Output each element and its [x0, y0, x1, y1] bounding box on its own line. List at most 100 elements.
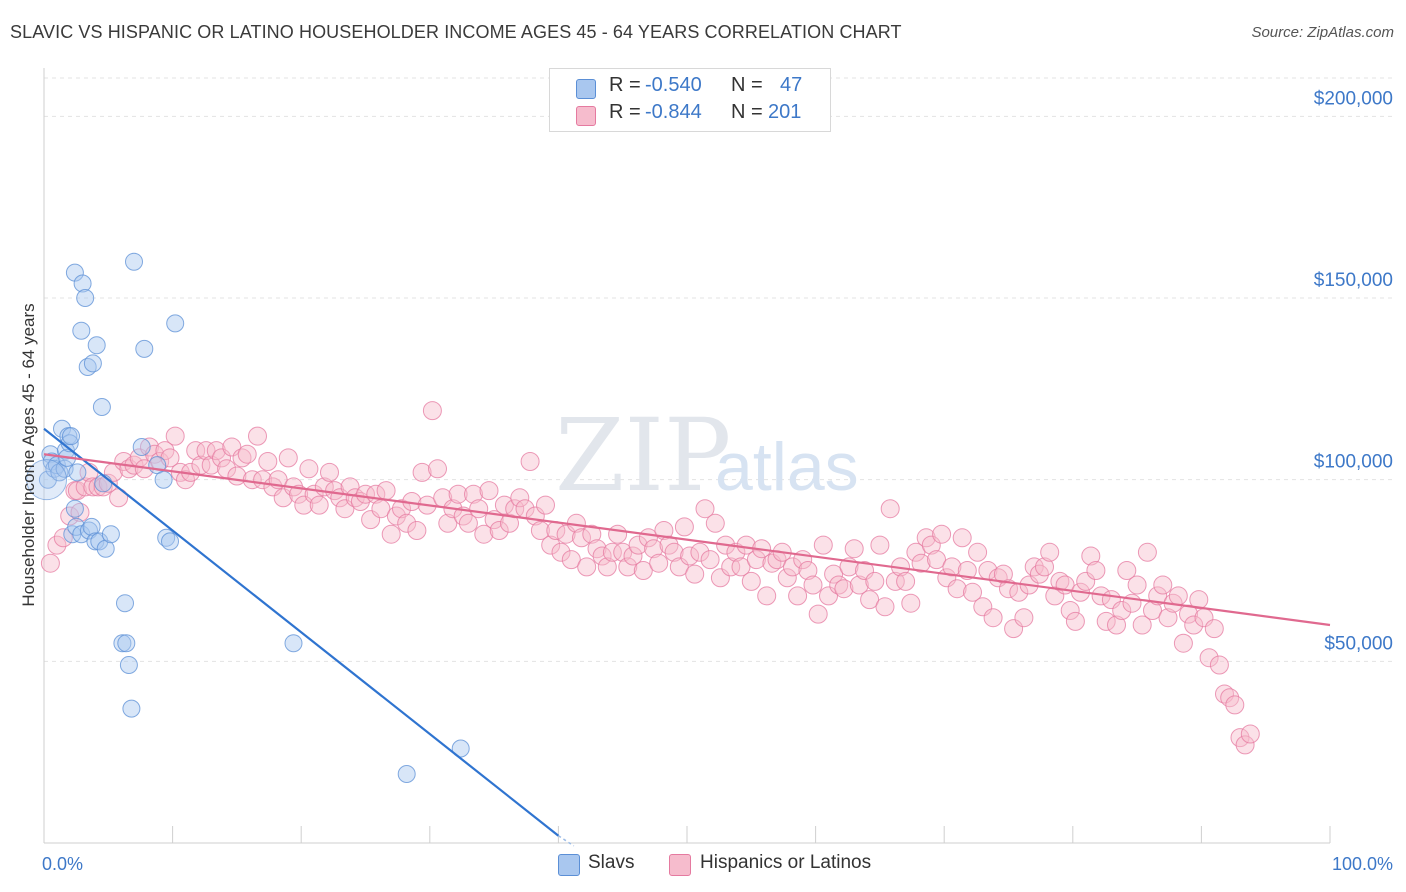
data-point [1204, 619, 1224, 639]
data-point [613, 542, 633, 562]
data-point [1199, 648, 1219, 668]
data-point [299, 459, 319, 479]
data-point [1127, 575, 1147, 595]
series-slavs-points [26, 252, 470, 783]
data-point [381, 524, 401, 544]
data-point [957, 561, 977, 580]
data-point [536, 495, 555, 515]
data-point [983, 608, 1003, 628]
data-point [132, 438, 151, 456]
data-point [700, 550, 720, 570]
data-point [572, 528, 591, 548]
data-point [196, 441, 216, 461]
data-point [469, 499, 489, 519]
data-point [94, 474, 113, 493]
data-point [993, 564, 1013, 584]
data-point [685, 564, 705, 584]
legend-r-label: R = [609, 101, 641, 123]
y-axis-label: Householder Income Ages 45 - 64 years [19, 303, 38, 606]
legend-n-value: 47 [780, 74, 803, 96]
data-point [38, 470, 57, 489]
data-point [53, 528, 73, 548]
data-point [448, 484, 468, 504]
data-point [798, 561, 818, 580]
data-point [896, 571, 916, 591]
data-point [278, 448, 298, 468]
data-point [834, 579, 854, 599]
data-point [53, 419, 71, 438]
data-point [947, 579, 967, 599]
data-point [1112, 601, 1132, 620]
data-point [695, 499, 715, 519]
legend-n-value: 201 [768, 101, 802, 123]
data-point [119, 656, 138, 674]
watermark-atlas: atlas [715, 429, 859, 505]
data-point [73, 274, 92, 293]
data-point [96, 539, 115, 558]
data-point [875, 597, 895, 617]
data-point [494, 495, 514, 515]
data-point [1179, 604, 1198, 624]
data-point [844, 539, 864, 559]
data-point [1081, 546, 1101, 566]
data-point [201, 455, 221, 475]
data-point [633, 561, 653, 580]
data-point [1137, 542, 1157, 562]
data-point-large [26, 459, 68, 501]
source-label: Source: ZipAtlas.com [1251, 24, 1394, 41]
data-point [40, 553, 60, 573]
data-point [664, 542, 684, 562]
data-point [860, 590, 880, 610]
data-point [721, 557, 741, 577]
data-point [813, 535, 833, 555]
data-point [803, 575, 823, 595]
data-point [608, 524, 628, 544]
data-point [117, 634, 136, 653]
data-point [602, 542, 622, 562]
data-point [92, 398, 111, 416]
data-point [356, 484, 375, 504]
data-point [125, 252, 143, 271]
data-point [489, 521, 509, 540]
data-point [952, 528, 972, 548]
data-point [82, 517, 101, 536]
data-point [1235, 735, 1255, 755]
y-tick-label: $50,000 [1324, 633, 1393, 654]
data-point [880, 499, 900, 519]
data-point [258, 452, 278, 471]
data-point [309, 495, 329, 515]
data-point [932, 524, 952, 544]
trend-line-hispanics [43, 453, 1331, 627]
data-point [83, 477, 103, 497]
data-point [458, 513, 478, 533]
hispanics-swatch [576, 106, 596, 126]
data-point [963, 582, 982, 602]
data-point [561, 550, 581, 570]
data-point [1148, 586, 1168, 606]
data-point [72, 321, 91, 340]
data-point [541, 535, 561, 555]
data-point [999, 579, 1018, 599]
data-point [320, 462, 339, 482]
data-point [849, 575, 869, 595]
data-point [248, 426, 267, 446]
slavs-swatch [576, 79, 596, 99]
data-point [161, 532, 179, 551]
data-point [135, 339, 154, 358]
data-point [690, 542, 710, 562]
data-point [86, 532, 105, 551]
data-point [597, 557, 617, 577]
y-tick-label: $200,000 [1314, 88, 1393, 109]
data-point [870, 535, 890, 555]
data-point [592, 546, 612, 566]
data-point [87, 336, 106, 355]
data-point [1153, 575, 1173, 595]
axis-labels: $50,000 $100,000 $150,000 $200,000 0.0% 100.0… [42, 88, 1393, 874]
data-point [530, 521, 550, 540]
data-point [464, 484, 483, 504]
bottom-legend-slavs: Slavs [588, 852, 635, 873]
data-point [1086, 561, 1106, 580]
data-point [582, 524, 602, 544]
watermark-zip: ZIP [555, 397, 731, 514]
data-point [618, 557, 638, 577]
